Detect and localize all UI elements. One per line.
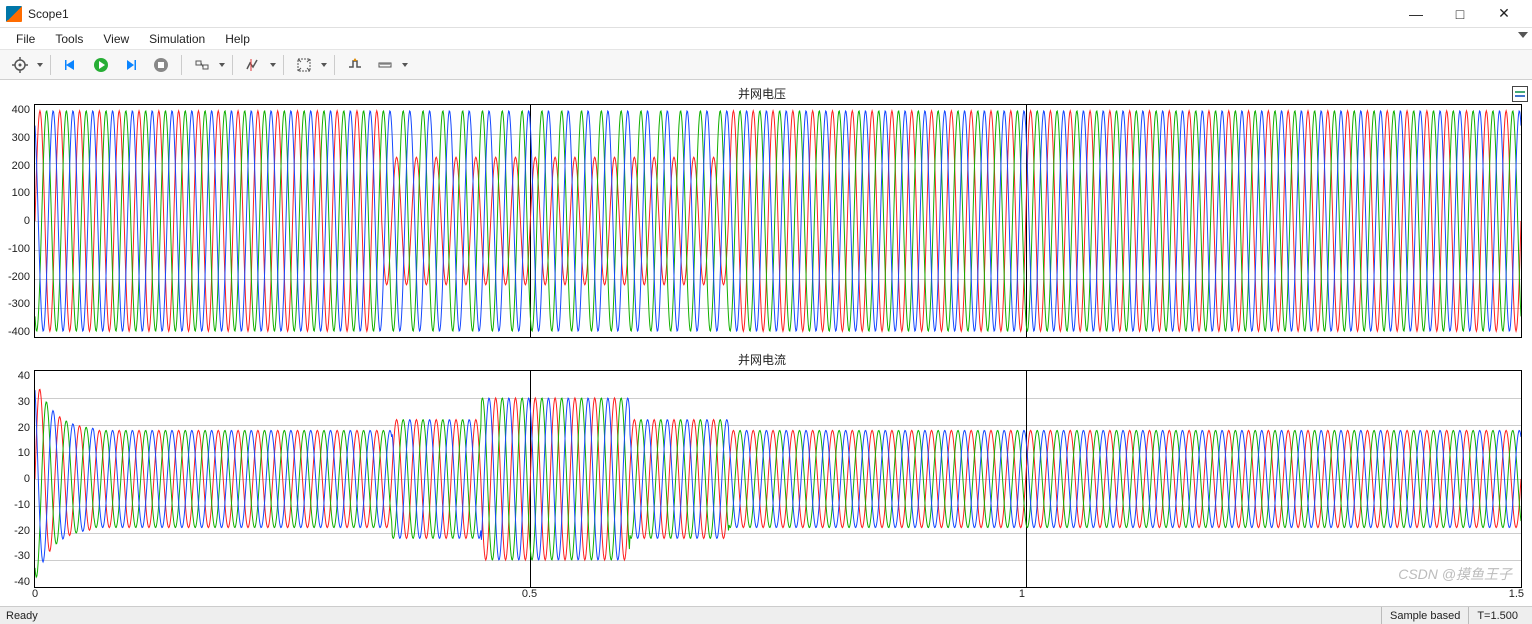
measurements-dropdown-icon[interactable] xyxy=(401,63,409,67)
plot-panel-current: 并网电流 403020100-10-20-30-40 00.511.5 xyxy=(2,350,1522,604)
plot-title: 并网电流 xyxy=(2,350,1522,370)
y-axis-labels: 4003002001000-100-200-300-400 xyxy=(2,104,34,338)
window-title: Scope1 xyxy=(28,7,69,21)
menu-simulation[interactable]: Simulation xyxy=(139,30,215,48)
highlight-signal-icon[interactable] xyxy=(188,53,216,77)
minimize-button[interactable]: — xyxy=(1394,0,1438,28)
menubar: File Tools View Simulation Help xyxy=(0,28,1532,50)
toolbar xyxy=(0,50,1532,80)
toolbar-separator xyxy=(334,55,335,75)
matlab-icon xyxy=(6,6,22,22)
trigger-icon[interactable] xyxy=(341,53,369,77)
measurements-icon[interactable] xyxy=(371,53,399,77)
toolbar-separator xyxy=(232,55,233,75)
plot-area: 并网电压 4003002001000-100-200-300-400 并网电流 … xyxy=(0,80,1532,606)
cursor-dropdown-icon[interactable] xyxy=(269,63,277,67)
toolbar-separator xyxy=(283,55,284,75)
y-axis-labels: 403020100-10-20-30-40 xyxy=(2,370,34,588)
step-forward-icon[interactable] xyxy=(117,53,145,77)
menu-file[interactable]: File xyxy=(6,30,45,48)
status-time: T=1.500 xyxy=(1468,607,1526,624)
settings-dropdown-icon[interactable] xyxy=(36,63,44,67)
step-back-icon[interactable] xyxy=(57,53,85,77)
plot-frame-voltage[interactable] xyxy=(34,104,1522,338)
legend-icon[interactable] xyxy=(1512,86,1528,102)
highlight-dropdown-icon[interactable] xyxy=(218,63,226,67)
menubar-overflow-icon[interactable] xyxy=(1518,32,1528,38)
plot-frame-current[interactable] xyxy=(34,370,1522,588)
toolbar-separator xyxy=(50,55,51,75)
maximize-button[interactable]: □ xyxy=(1438,0,1482,28)
plot-panel-voltage: 并网电压 4003002001000-100-200-300-400 xyxy=(2,84,1522,338)
settings-gear-icon[interactable] xyxy=(6,53,34,77)
menu-view[interactable]: View xyxy=(93,30,139,48)
status-mode: Sample based xyxy=(1381,607,1468,624)
x-axis-labels: 00.511.5 xyxy=(34,588,1522,604)
zoom-dropdown-icon[interactable] xyxy=(320,63,328,67)
stop-icon[interactable] xyxy=(147,53,175,77)
cursor-zoom-icon[interactable] xyxy=(239,53,267,77)
status-text: Ready xyxy=(6,610,38,622)
toolbar-separator xyxy=(181,55,182,75)
titlebar: Scope1 — □ ✕ xyxy=(0,0,1532,28)
zoom-extents-icon[interactable] xyxy=(290,53,318,77)
close-button[interactable]: ✕ xyxy=(1482,0,1526,28)
menu-help[interactable]: Help xyxy=(215,30,260,48)
statusbar: Ready Sample based T=1.500 xyxy=(0,606,1532,624)
menu-tools[interactable]: Tools xyxy=(45,30,93,48)
run-icon[interactable] xyxy=(87,53,115,77)
plot-title: 并网电压 xyxy=(2,84,1522,104)
